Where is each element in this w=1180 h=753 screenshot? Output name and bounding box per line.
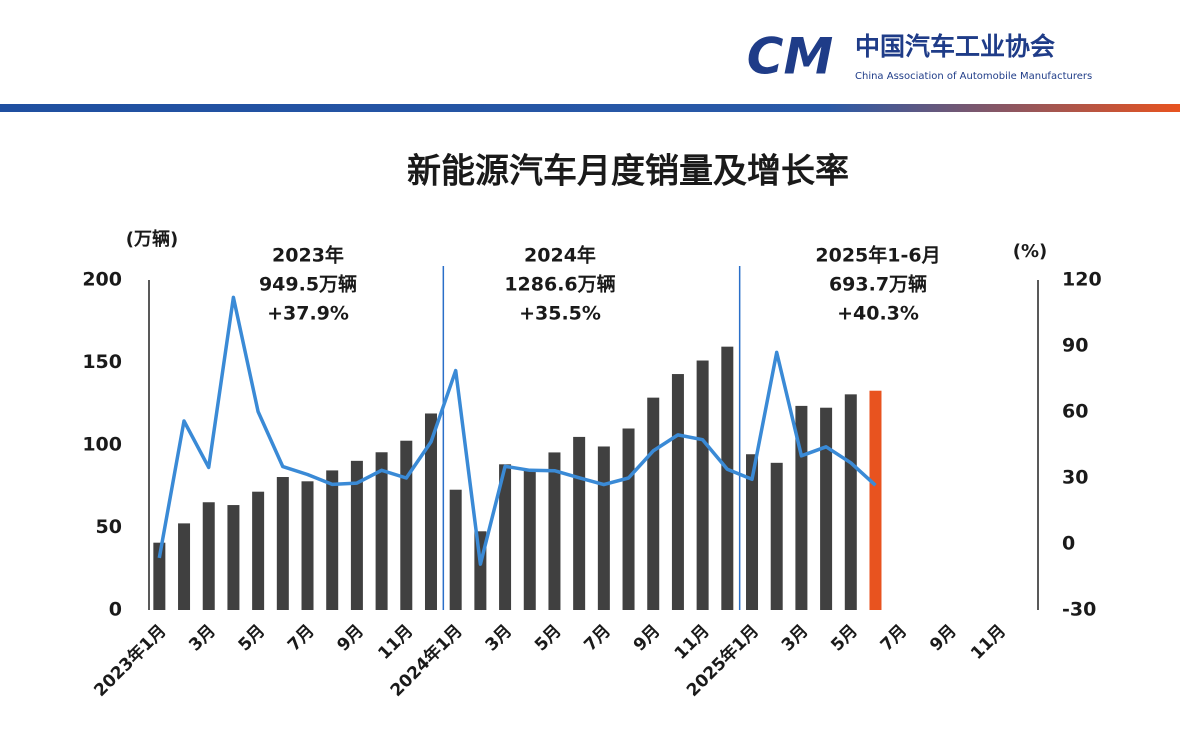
bar bbox=[499, 464, 512, 610]
x-tick-label: 11月 bbox=[671, 621, 714, 664]
bar bbox=[597, 446, 610, 610]
annotation: +40.3% bbox=[837, 303, 919, 325]
x-tick-label: 7月 bbox=[284, 621, 319, 656]
bar bbox=[671, 374, 684, 610]
y2-tick-label: 90 bbox=[1062, 335, 1088, 357]
annotation: 949.5万辆 bbox=[259, 273, 357, 296]
x-tick-label: 11月 bbox=[374, 621, 417, 664]
x-tick-label: 3月 bbox=[482, 621, 517, 656]
bar bbox=[647, 397, 660, 610]
annotation: +37.9% bbox=[267, 303, 349, 325]
bar bbox=[795, 405, 808, 610]
bar bbox=[375, 452, 388, 610]
annotation: +35.5% bbox=[519, 303, 601, 325]
y-tick-label: 200 bbox=[82, 269, 122, 291]
bar bbox=[301, 481, 314, 610]
x-tick-label: 7月 bbox=[580, 621, 615, 656]
bar bbox=[449, 489, 462, 610]
header-bar bbox=[0, 104, 1180, 112]
x-tick-label: 5月 bbox=[235, 621, 270, 656]
annotation: 2025年1-6月 bbox=[815, 244, 940, 267]
bar bbox=[721, 346, 734, 610]
bar bbox=[252, 491, 265, 610]
bar bbox=[523, 469, 536, 610]
x-tick-label: 3月 bbox=[185, 621, 220, 656]
bar bbox=[153, 542, 166, 610]
logo: CM bbox=[747, 28, 833, 86]
org-name-en: China Association of Automobile Manufact… bbox=[855, 71, 1092, 82]
x-tick-label: 5月 bbox=[827, 621, 862, 656]
bar bbox=[820, 407, 833, 610]
y2-tick-label: 0 bbox=[1062, 533, 1075, 555]
x-tick-label: 9月 bbox=[333, 621, 368, 656]
y2-axis-label: (%) bbox=[1013, 241, 1048, 262]
bar bbox=[424, 413, 437, 610]
bar bbox=[178, 523, 191, 610]
bar bbox=[326, 470, 339, 610]
y-tick-label: 0 bbox=[109, 599, 122, 621]
x-tick-label: 11月 bbox=[967, 621, 1010, 664]
bar bbox=[770, 462, 783, 610]
bar bbox=[746, 454, 759, 610]
bar bbox=[350, 460, 363, 610]
y-tick-label: 50 bbox=[96, 516, 122, 538]
y2-tick-label: 30 bbox=[1062, 467, 1088, 489]
bar bbox=[202, 502, 215, 610]
x-tick-label: 2023年1月 bbox=[90, 620, 171, 701]
y-axis-label: (万辆) bbox=[126, 228, 178, 250]
y-tick-label: 100 bbox=[82, 434, 122, 456]
y2-tick-label: 120 bbox=[1062, 269, 1102, 291]
annotation: 2023年 bbox=[272, 244, 344, 267]
bar bbox=[622, 428, 635, 610]
bar bbox=[400, 440, 413, 610]
bar bbox=[548, 452, 561, 610]
x-tick-label: 9月 bbox=[926, 621, 961, 656]
bar bbox=[276, 477, 289, 610]
x-tick-label: 7月 bbox=[877, 621, 912, 656]
annotation: 693.7万辆 bbox=[829, 273, 927, 296]
bar bbox=[696, 360, 709, 610]
bar bbox=[227, 505, 240, 610]
x-tick-label: 3月 bbox=[778, 621, 813, 656]
bar bbox=[573, 436, 586, 610]
annotation: 1286.6万辆 bbox=[504, 273, 615, 296]
y2-tick-label: 60 bbox=[1062, 401, 1088, 423]
chart-title: 新能源汽车月度销量及增长率 bbox=[407, 152, 849, 192]
annotation: 2024年 bbox=[524, 244, 596, 267]
y-tick-label: 150 bbox=[82, 351, 122, 373]
bar bbox=[844, 394, 857, 610]
x-tick-label: 5月 bbox=[531, 621, 566, 656]
org-name: 中国汽车工业协会 bbox=[855, 32, 1055, 61]
x-tick-label: 9月 bbox=[630, 621, 665, 656]
bar bbox=[869, 390, 882, 610]
growth-line bbox=[157, 295, 877, 566]
y2-tick-label: -30 bbox=[1062, 599, 1096, 621]
